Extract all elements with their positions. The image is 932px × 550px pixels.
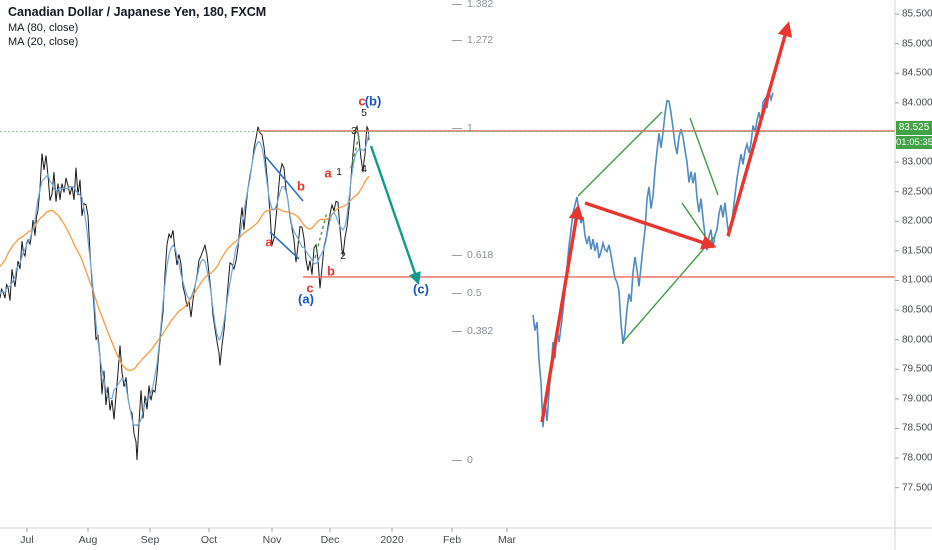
fib-tick-dash (452, 459, 462, 461)
price-tick-label: 77.500 (902, 482, 932, 494)
green-trendline[interactable] (577, 111, 663, 197)
wave-label-c[interactable]: c (358, 93, 366, 109)
time-tick-label: Oct (200, 534, 218, 546)
fib-tick-dash (452, 39, 462, 41)
price-tick-label: 80.500 (902, 304, 932, 316)
fib-tick-dash (452, 127, 462, 129)
time-tick-label: 2020 (380, 534, 404, 546)
current-price-label: 83.525 01:05:35 (896, 121, 932, 149)
price-tick-label: 81.500 (902, 245, 932, 257)
time-tick-label: Dec (320, 534, 340, 546)
fib-level-label: 0 (452, 454, 473, 466)
blue-trendline[interactable] (265, 156, 304, 202)
fib-tick-dash (452, 330, 462, 332)
red-arrow[interactable] (584, 201, 717, 250)
price-tick-label: 80.000 (902, 334, 932, 346)
teal-arrow[interactable] (369, 145, 421, 285)
wave-label-2[interactable]: 2 (340, 250, 346, 262)
time-tick-label: Feb (442, 534, 462, 546)
price-tick-label: 78.000 (902, 452, 932, 464)
wave-label-b[interactable]: b (327, 263, 335, 279)
green-trendline[interactable] (689, 117, 719, 196)
wave-label-5[interactable]: 5 (361, 107, 367, 119)
wave-label-3[interactable]: 3 (351, 125, 357, 137)
fib-level-label: 1.272 (452, 34, 493, 46)
fib-level-label: 0.382 (452, 325, 493, 337)
bar-countdown: 01:05:35 (896, 136, 932, 149)
blue-trendline[interactable] (269, 231, 300, 260)
wave-label-a[interactable]: (a) (298, 291, 314, 307)
price-tick-label: 82.500 (902, 186, 932, 198)
price-tick-label: 84.000 (902, 97, 932, 109)
wave-label-a[interactable]: a (265, 234, 273, 250)
chart-legend: Canadian Dollar / Japanese Yen, 180, FXC… (8, 5, 266, 50)
price-tick-label: 85.500 (902, 8, 932, 20)
time-tick-label: Sep (140, 534, 160, 546)
wave-label-b[interactable]: (b) (364, 93, 382, 109)
green-dashed-trendline[interactable] (314, 211, 328, 259)
indicator-ma-20[interactable]: MA (20, close) (8, 36, 79, 49)
time-tick-label: Aug (78, 534, 98, 546)
price-series-path (0, 124, 370, 461)
indicator-ma-80[interactable]: MA (80, close) (8, 21, 79, 34)
green-trendline[interactable] (621, 236, 715, 344)
wave-label-a[interactable]: a (324, 165, 332, 181)
ma80-path (0, 176, 370, 371)
wave-label-c[interactable]: c (306, 280, 314, 296)
price-tick-label: 85.000 (902, 38, 932, 50)
price-tick-label: 81.000 (902, 274, 932, 286)
price-tick-label: 79.500 (902, 363, 932, 375)
price-tick-label: 78.500 (902, 422, 932, 434)
fib-tick-dash (452, 292, 462, 294)
wave-label-4[interactable]: 4 (361, 163, 367, 175)
fib-level-label: 0.5 (452, 287, 482, 299)
ma20-path (0, 133, 370, 427)
red-arrow[interactable] (726, 21, 793, 237)
wave-label-b[interactable]: b (297, 178, 305, 194)
symbol-title[interactable]: Canadian Dollar / Japanese Yen, 180, FXC… (8, 5, 267, 19)
fib-level-label: 1.382 (452, 0, 493, 10)
price-tick-label: 82.000 (902, 215, 932, 227)
price-tick-label: 79.000 (902, 393, 932, 405)
price-tick-label: 84.500 (902, 67, 932, 79)
fib-level-label: 0.618 (452, 249, 493, 261)
current-price-value: 83.525 (896, 121, 932, 135)
time-tick-label: Jul (20, 534, 34, 546)
fib-tick-dash (452, 254, 462, 256)
fib-tick-dash (452, 3, 462, 5)
wave-label-c[interactable]: (c) (413, 281, 429, 297)
time-tick-label: Mar (497, 534, 517, 546)
time-tick-label: Nov (262, 534, 282, 546)
fib-level-label: 1 (452, 122, 473, 134)
wave-label-1[interactable]: 1 (336, 166, 342, 178)
price-tick-label: 83.000 (902, 156, 932, 168)
red-arrow[interactable] (540, 204, 584, 423)
